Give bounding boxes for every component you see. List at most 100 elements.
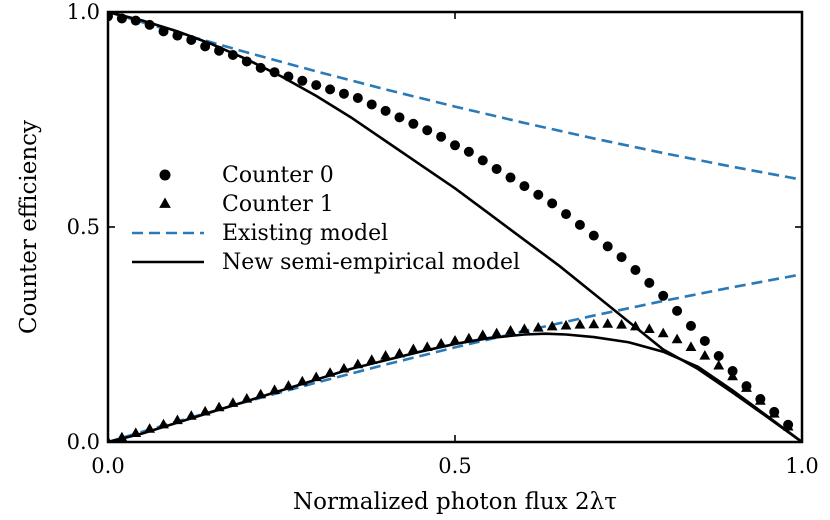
counter-1-point: [741, 382, 752, 392]
counter-0-point: [713, 351, 724, 361]
counter-1-point: [657, 327, 669, 338]
counter-1-point: [616, 319, 627, 329]
counter-0-point: [533, 189, 544, 200]
counter-1-point: [546, 320, 558, 331]
legend-entry: Counter 0: [159, 163, 334, 188]
counter-0-point: [366, 99, 377, 110]
counter-1-point: [324, 367, 336, 377]
counter-0-point: [699, 335, 710, 346]
counter-0-point: [630, 265, 641, 275]
counter-1-point: [269, 384, 280, 394]
counter-0-point: [227, 50, 238, 60]
counter-0-point: [547, 198, 558, 209]
counter-1-point: [713, 359, 725, 370]
series-layer: [108, 12, 802, 442]
counter-0-point: [311, 80, 322, 91]
counter-0-point: [200, 41, 211, 52]
counter-1-point: [519, 323, 530, 333]
counter-1-point: [241, 393, 253, 403]
counter-1-point: [199, 405, 211, 416]
counter-0-point: [283, 71, 294, 82]
counter-0-point: [450, 140, 460, 151]
ticks-layer: 0.0 0.5 1.0 0.0 0.5 1.0: [67, 0, 819, 478]
counter-0-point: [144, 19, 155, 30]
counter-0-point: [255, 62, 266, 73]
counter-1-point: [643, 323, 655, 333]
counter-1-point: [158, 418, 169, 429]
counter-0-point: [422, 125, 433, 136]
counter-1-point: [588, 318, 600, 329]
counter-1-point: [172, 414, 183, 425]
counter-1-point: [449, 334, 461, 345]
counter-1-point: [727, 370, 738, 381]
counter-1-point: [310, 371, 322, 382]
counter-1-point: [213, 401, 225, 412]
x-tick-label: 1.0: [785, 454, 818, 478]
y-tick-label: 0.5: [67, 215, 100, 239]
counter-1-point: [394, 347, 405, 358]
counter-1-point: [477, 329, 489, 339]
counter-0-point: [574, 219, 585, 230]
counter-1-point: [532, 322, 544, 332]
counter-0-point: [158, 26, 169, 37]
counter-0-point: [505, 172, 516, 183]
counter-1-point: [144, 423, 156, 433]
counter-1-point: [671, 333, 683, 344]
counter-1-point: [421, 341, 433, 351]
counter-0-point: [325, 84, 336, 95]
counter-0-point: [380, 105, 391, 116]
counter-0-point: [463, 146, 474, 157]
semi-empirical-model-line: [108, 332, 802, 442]
counter-0-point: [685, 320, 696, 331]
counter-0-point: [658, 290, 669, 301]
y-axis-label: Counter efficiency: [16, 120, 42, 334]
counter-1-point: [296, 375, 308, 386]
legend: Counter 0 Counter 1 Existing model New semi…: [132, 163, 520, 275]
counter-0-point: [214, 45, 225, 56]
counter-1-point: [630, 320, 641, 331]
counter-0-point: [297, 75, 308, 86]
counter-0-point: [130, 15, 141, 26]
counter-0-point: [408, 118, 419, 129]
x-tick-label: 0.0: [91, 454, 124, 478]
counter-1-point: [574, 319, 586, 329]
counter-1-point: [255, 388, 267, 399]
x-tick-label: 0.5: [438, 454, 471, 478]
counter-1-point: [560, 319, 572, 330]
legend-entry: Existing model: [132, 221, 388, 246]
existing-model-line: [108, 12, 802, 181]
counter-0-point: [588, 230, 599, 241]
plot-area-frame: [106, 10, 804, 444]
counter-1-point: [602, 318, 614, 328]
counter-1-point: [380, 350, 391, 360]
counter-1-point: [463, 332, 475, 343]
counter-0-point: [269, 67, 280, 78]
counter-0-point: [172, 30, 183, 41]
counter-0-point: [116, 13, 127, 24]
y-tick-label: 0.0: [67, 430, 100, 454]
counter-0-point: [352, 93, 363, 103]
counter-0-point: [186, 34, 197, 45]
legend-marker-circle: [159, 169, 171, 181]
counter-1-point: [768, 408, 780, 418]
counter-1-point: [491, 327, 503, 338]
counter-0-point: [241, 56, 252, 67]
counter-1-point: [130, 427, 142, 437]
counter-1-point: [754, 395, 766, 405]
counter-0-point: [477, 155, 488, 166]
counter-0-point: [394, 112, 405, 123]
counter-0-point: [602, 241, 613, 252]
legend-marker-triangle: [159, 197, 171, 208]
counter-0-point: [491, 163, 502, 174]
counter-0-point: [519, 181, 530, 192]
counter-1-point: [283, 380, 294, 390]
counter-1-point: [505, 325, 516, 335]
counter-0-point: [616, 252, 627, 263]
counter-0-point: [561, 209, 572, 220]
counter-1-point: [366, 354, 378, 364]
legend-label: Counter 0: [222, 163, 334, 188]
legend-entry: New semi-empirical model: [132, 250, 520, 275]
counter-1-point: [185, 410, 197, 420]
counter-0-point: [436, 131, 447, 142]
semi-empirical-model-line: [108, 12, 802, 442]
